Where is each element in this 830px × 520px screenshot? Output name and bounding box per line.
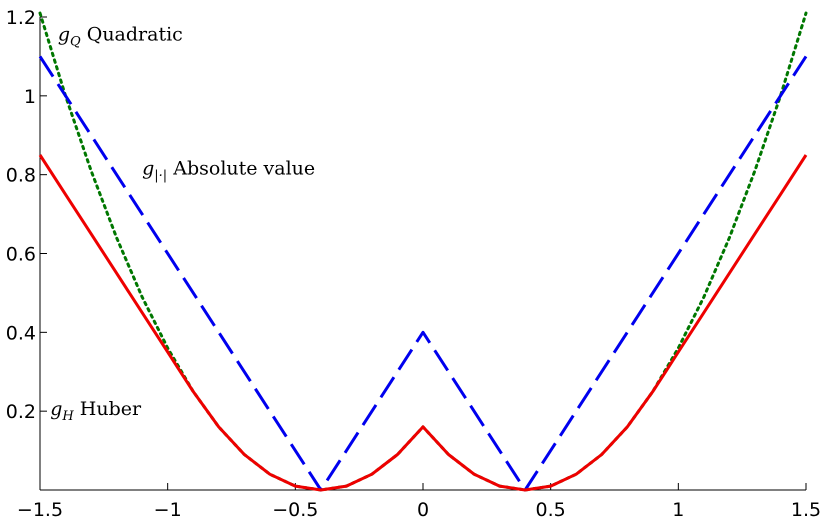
curve-annotation: gQ Quadratic: [58, 24, 183, 50]
y-tick-label: 0.4: [6, 322, 36, 344]
annotation-text: Absolute value: [167, 158, 315, 180]
x-tick-label: 0.5: [536, 499, 566, 520]
x-tick-label: −0.5: [272, 499, 318, 520]
annotation-text: Quadratic: [81, 24, 183, 46]
curve-annotation: gH Huber: [50, 398, 142, 424]
annotation-subscript: |·|: [154, 169, 167, 184]
y-tick-label: 1: [24, 86, 36, 108]
absolute-value-line: [38, 55, 808, 492]
x-tick-label: 1.5: [791, 499, 821, 520]
annotation-symbol: g: [50, 398, 62, 420]
series-layer: [38, 11, 808, 492]
annotation-text: Huber: [74, 398, 142, 420]
y-tick-label: 0.6: [6, 244, 36, 266]
quadratic-line: [38, 11, 808, 492]
annotation-symbol: g: [142, 158, 154, 180]
x-tick-label: −1: [154, 499, 182, 520]
y-tick-label: 0.8: [6, 165, 36, 187]
axes: −1.5 −1 −0.5 0 0.5 1 1.5 0.2 0.4 0.6 0.8 1 1.2: [6, 7, 821, 520]
y-tick-label: 0.2: [6, 401, 36, 423]
annotation-symbol: g: [58, 24, 70, 46]
x-tick-label: 0: [417, 499, 429, 520]
annotation-subscript: H: [61, 409, 74, 424]
annotation-subscript: Q: [70, 35, 81, 50]
huber-line: [38, 154, 808, 492]
x-tick-label: −1.5: [17, 499, 63, 520]
y-tick-label: 1.2: [6, 7, 36, 29]
curve-annotation: g|·| Absolute value: [142, 158, 315, 184]
x-tick-label: 1: [672, 499, 684, 520]
